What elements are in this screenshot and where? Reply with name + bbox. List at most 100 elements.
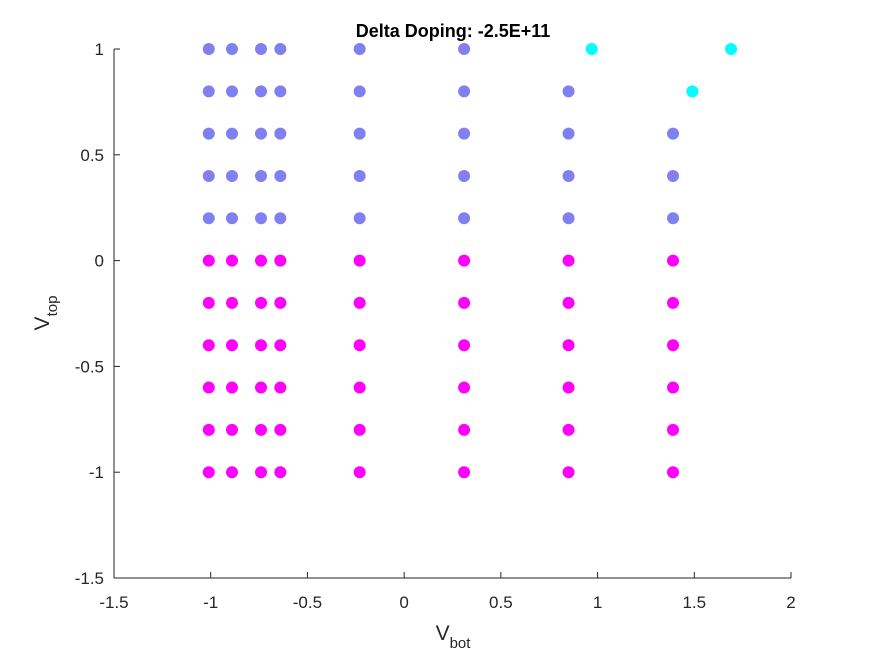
data-point [562,423,575,436]
y-tick-label: 0.5 [80,146,104,165]
data-point [353,127,366,140]
y-axis-label: Vtop [31,296,61,331]
data-point [225,339,238,352]
data-point [255,254,268,267]
data-point [353,466,366,479]
data-point [562,169,575,182]
data-point [458,43,471,55]
data-point [353,339,366,352]
data-point [202,423,215,436]
data-point [225,43,238,55]
data-point [458,339,471,352]
y-tick-label: -1.5 [75,569,104,588]
data-point [255,169,268,182]
x-tick-label: -1.5 [99,593,128,612]
x-axis-label: Vbot [436,622,472,652]
data-point [585,43,598,55]
data-point [225,423,238,436]
data-point [255,381,268,394]
data-point [274,254,287,267]
data-point [225,127,238,140]
data-point [274,423,287,436]
y-ticks: -1.5 -1 -0.5 0 0.5 1 [75,40,120,588]
data-point [274,212,287,225]
data-point [562,381,575,394]
data-point [202,212,215,225]
y-tick-label: 0 [95,252,104,271]
data-point [274,85,287,98]
data-point [353,43,366,55]
data-point [667,296,680,309]
data-point [458,254,471,267]
data-point [225,85,238,98]
data-point [458,423,471,436]
data-point [353,254,366,267]
x-tick-label: 1.5 [682,593,706,612]
y-tick-label: 1 [95,40,104,59]
data-point [562,296,575,309]
data-point [274,169,287,182]
data-point [667,466,680,479]
data-point [353,296,366,309]
data-point [225,381,238,394]
data-point [255,85,268,98]
x-axis-label-sub: bot [450,635,472,652]
data-point [274,381,287,394]
data-point [274,339,287,352]
data-point [202,381,215,394]
data-point [686,85,699,98]
data-point [225,296,238,309]
x-tick-label: -1 [203,593,218,612]
data-point [255,339,268,352]
y-tick-label: -0.5 [75,357,104,376]
data-point [202,466,215,479]
data-point [667,423,680,436]
data-point [562,466,575,479]
data-point [353,212,366,225]
x-axis-label-main: V [436,622,450,645]
data-point [353,85,366,98]
data-point [255,296,268,309]
data-point [562,85,575,98]
data-point [667,339,680,352]
data-point [667,212,680,225]
data-point [562,212,575,225]
data-point [458,212,471,225]
data-point [667,381,680,394]
data-point [274,43,287,55]
data-point [255,423,268,436]
data-point [667,169,680,182]
data-point [353,423,366,436]
data-point [255,43,268,55]
y-axis-label-sub: top [44,296,61,317]
data-point [202,169,215,182]
data-point [202,339,215,352]
data-point [202,43,215,55]
data-point [458,127,471,140]
x-tick-label: 1 [593,593,602,612]
data-point [274,127,287,140]
data-point [458,85,471,98]
x-tick-label: 0 [399,593,408,612]
data-point [255,212,268,225]
data-point [202,85,215,98]
x-tick-label: 0.5 [489,593,513,612]
data-point [225,212,238,225]
y-tick-label: -1 [89,463,104,482]
data-point [562,254,575,267]
data-point [255,466,268,479]
data-point [667,127,680,140]
data-point [225,466,238,479]
data-point [255,127,268,140]
data-point [562,127,575,140]
data-point [274,296,287,309]
data-points [202,43,738,479]
data-point [202,296,215,309]
axes: -1.5 -1 -0.5 0 0.5 1 1.5 2 -1.5 -1 -0.5 0 0.5 1 [75,40,796,612]
data-point [458,466,471,479]
chart-title: Delta Doping: -2.5E+11 [356,21,551,41]
x-tick-label: 2 [786,593,795,612]
x-tick-label: -0.5 [293,593,322,612]
